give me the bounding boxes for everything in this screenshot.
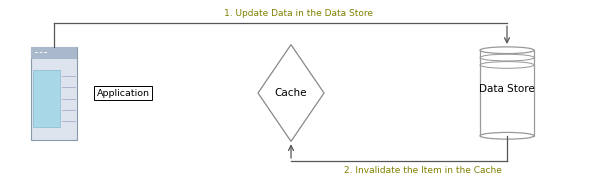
Text: Cache: Cache xyxy=(275,88,307,98)
Ellipse shape xyxy=(480,132,534,139)
Bar xyxy=(480,50,534,136)
Polygon shape xyxy=(258,45,324,141)
Text: Data Store: Data Store xyxy=(479,84,535,94)
Circle shape xyxy=(44,52,47,53)
FancyBboxPatch shape xyxy=(31,46,77,140)
FancyBboxPatch shape xyxy=(31,46,77,59)
Circle shape xyxy=(40,52,43,53)
Text: Application: Application xyxy=(97,89,149,97)
FancyBboxPatch shape xyxy=(33,70,59,127)
Text: 2. Invalidate the Item in the Cache: 2. Invalidate the Item in the Cache xyxy=(344,166,502,175)
Ellipse shape xyxy=(480,47,534,54)
Circle shape xyxy=(35,52,38,53)
Text: 1. Update Data in the Data Store: 1. Update Data in the Data Store xyxy=(224,9,373,18)
